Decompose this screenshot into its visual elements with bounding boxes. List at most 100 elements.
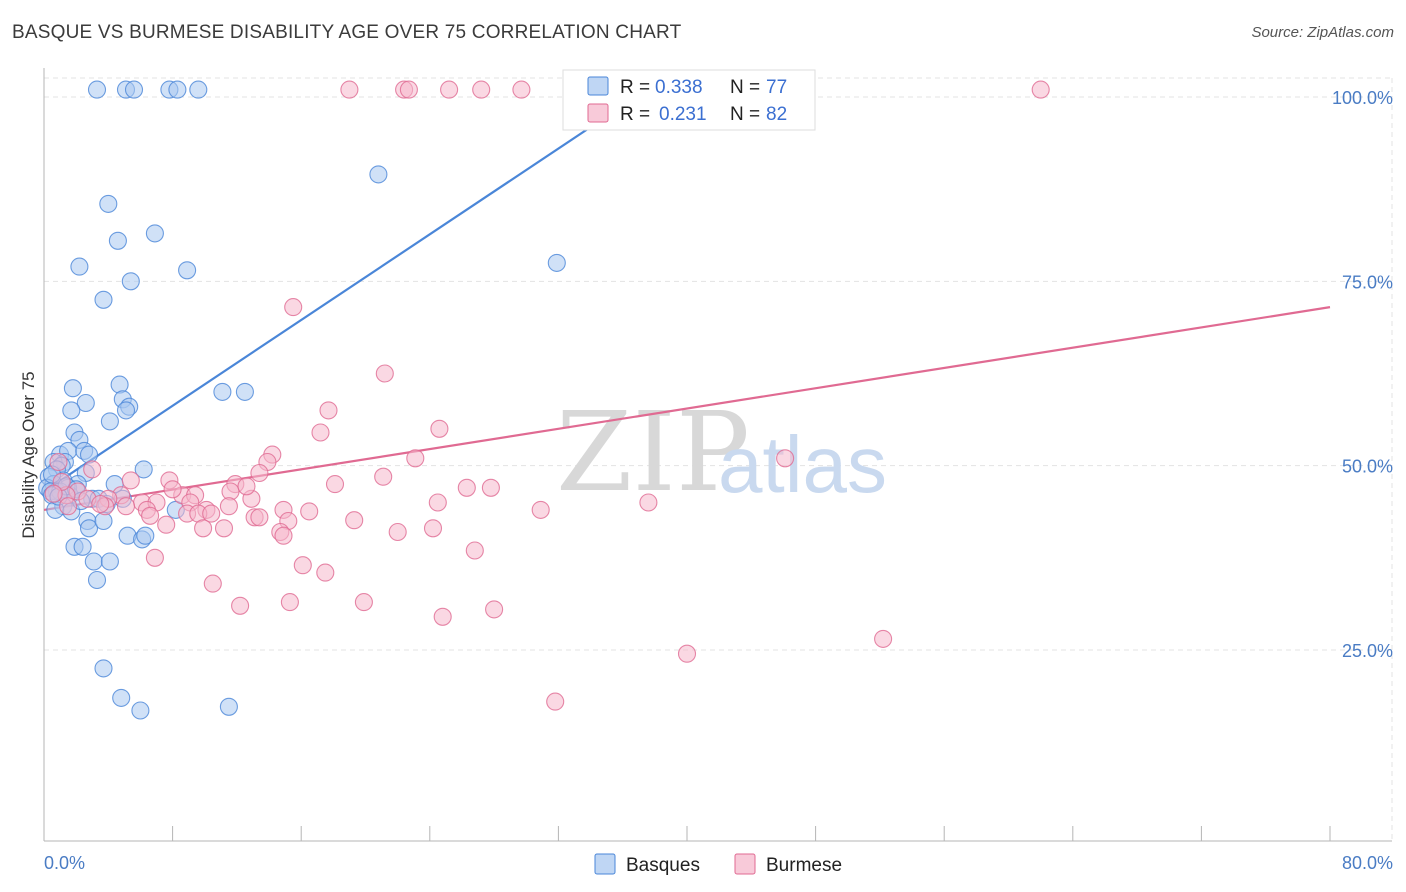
point-burmese [546, 692, 565, 711]
point-burmese [319, 401, 338, 420]
point-burmese [219, 497, 238, 516]
point-basques [178, 261, 197, 280]
point-basques [145, 224, 164, 243]
watermark-zip: ZIP [556, 388, 750, 516]
point-basques [110, 375, 129, 394]
point-burmese [203, 574, 222, 593]
point-basques [79, 445, 99, 464]
point-burmese [375, 364, 394, 383]
source-note: Source: ZipAtlas.com [1251, 24, 1394, 41]
bottom-legend-swatch-burmese [734, 853, 756, 875]
legend-r-label-burmese: R = [620, 104, 650, 125]
bottom-legend-burmese: Burmese [766, 855, 842, 876]
y-tick-label: 50.0% [1342, 457, 1393, 477]
point-basques [131, 701, 150, 720]
point-burmese [157, 515, 176, 534]
point-burmese [44, 484, 63, 503]
point-basques [84, 552, 103, 571]
point-burmese [388, 522, 407, 542]
point-basques [62, 401, 81, 420]
point-basques [73, 537, 92, 556]
point-basques [134, 460, 153, 479]
point-basques [70, 257, 89, 276]
point-burmese [274, 526, 293, 545]
point-basques [100, 412, 119, 431]
bottom-legend-basques: Basques [626, 855, 700, 876]
point-burmese [280, 593, 299, 612]
point-burmese [531, 500, 550, 519]
legend-r-value-burmese: 0.231 [659, 104, 707, 125]
x-tick-labels: 0.0% 80.0% [44, 853, 1393, 873]
point-burmese [354, 593, 373, 612]
point-burmese [677, 644, 697, 663]
point-burmese [428, 493, 447, 512]
point-burmese [406, 449, 425, 468]
y-tick-labels: 25.0% 50.0% 75.0% 100.0% [1332, 88, 1393, 661]
point-burmese [399, 80, 418, 99]
legend-r-label-basques: R = [620, 77, 650, 98]
point-basques [547, 253, 566, 272]
point-basques [76, 393, 95, 413]
point-burmese [300, 502, 319, 521]
axes [43, 68, 1392, 842]
point-basques [116, 401, 136, 420]
point-burmese [485, 600, 504, 619]
point-burmese [776, 449, 795, 468]
legend-n-value-burmese: 82 [766, 104, 787, 125]
point-burmese [639, 493, 658, 512]
point-basques [87, 80, 107, 99]
point-basques [136, 526, 155, 545]
point-basques [124, 80, 144, 99]
point-burmese [194, 519, 213, 538]
point-burmese [163, 480, 182, 499]
legend-swatch-burmese [587, 103, 609, 123]
bottom-legend-swatch-basques [594, 853, 616, 875]
legend-r-value-basques: 0.338 [655, 77, 703, 98]
series-legend: Basques Burmese [594, 853, 842, 876]
point-burmese [340, 80, 359, 99]
x-tick-label-max: 80.0% [1342, 853, 1393, 873]
point-burmese [430, 419, 449, 438]
point-burmese [284, 298, 303, 317]
y-axis-label: Disability Age Over 75 [19, 371, 38, 538]
point-basques [94, 290, 113, 309]
point-burmese [237, 477, 256, 496]
point-burmese [345, 511, 364, 530]
y-tick-label: 75.0% [1342, 272, 1393, 292]
point-burmese [214, 519, 234, 538]
stats-legend: R = 0.338 N = 77 R = 0.231 N = 82 [562, 69, 816, 131]
point-burmese [433, 607, 452, 626]
x-tick-label-min: 0.0% [44, 853, 85, 873]
point-burmese [59, 497, 78, 516]
watermark-atlas: atlas [718, 420, 887, 509]
point-burmese [116, 497, 136, 516]
point-basques [112, 688, 131, 707]
point-basques [99, 194, 118, 213]
legend-n-value-basques: 77 [766, 77, 787, 98]
chart-title: BASQUE VS BURMESE DISABILITY AGE OVER 75… [12, 22, 682, 43]
point-basques [63, 379, 82, 398]
point-burmese [440, 80, 459, 99]
point-basques [369, 165, 388, 184]
point-burmese [472, 80, 491, 99]
point-basques [108, 231, 127, 250]
point-basques [189, 80, 208, 99]
point-burmese [91, 494, 110, 514]
grid-lines [44, 77, 1393, 841]
trend-line-basques [43, 88, 648, 493]
point-basques [94, 659, 113, 678]
y-tick-label: 100.0% [1332, 88, 1393, 108]
y-tick-label: 25.0% [1342, 641, 1393, 661]
point-basques [87, 570, 107, 590]
legend-n-label-burmese: N = [730, 104, 760, 125]
point-basques [79, 519, 99, 538]
point-burmese [250, 463, 269, 483]
point-burmese [874, 629, 893, 648]
point-burmese [145, 548, 164, 567]
point-burmese [481, 478, 500, 497]
point-burmese [231, 596, 250, 615]
point-burmese [141, 506, 160, 525]
legend-n-label-basques: N = [730, 77, 760, 98]
point-basques [121, 272, 140, 291]
